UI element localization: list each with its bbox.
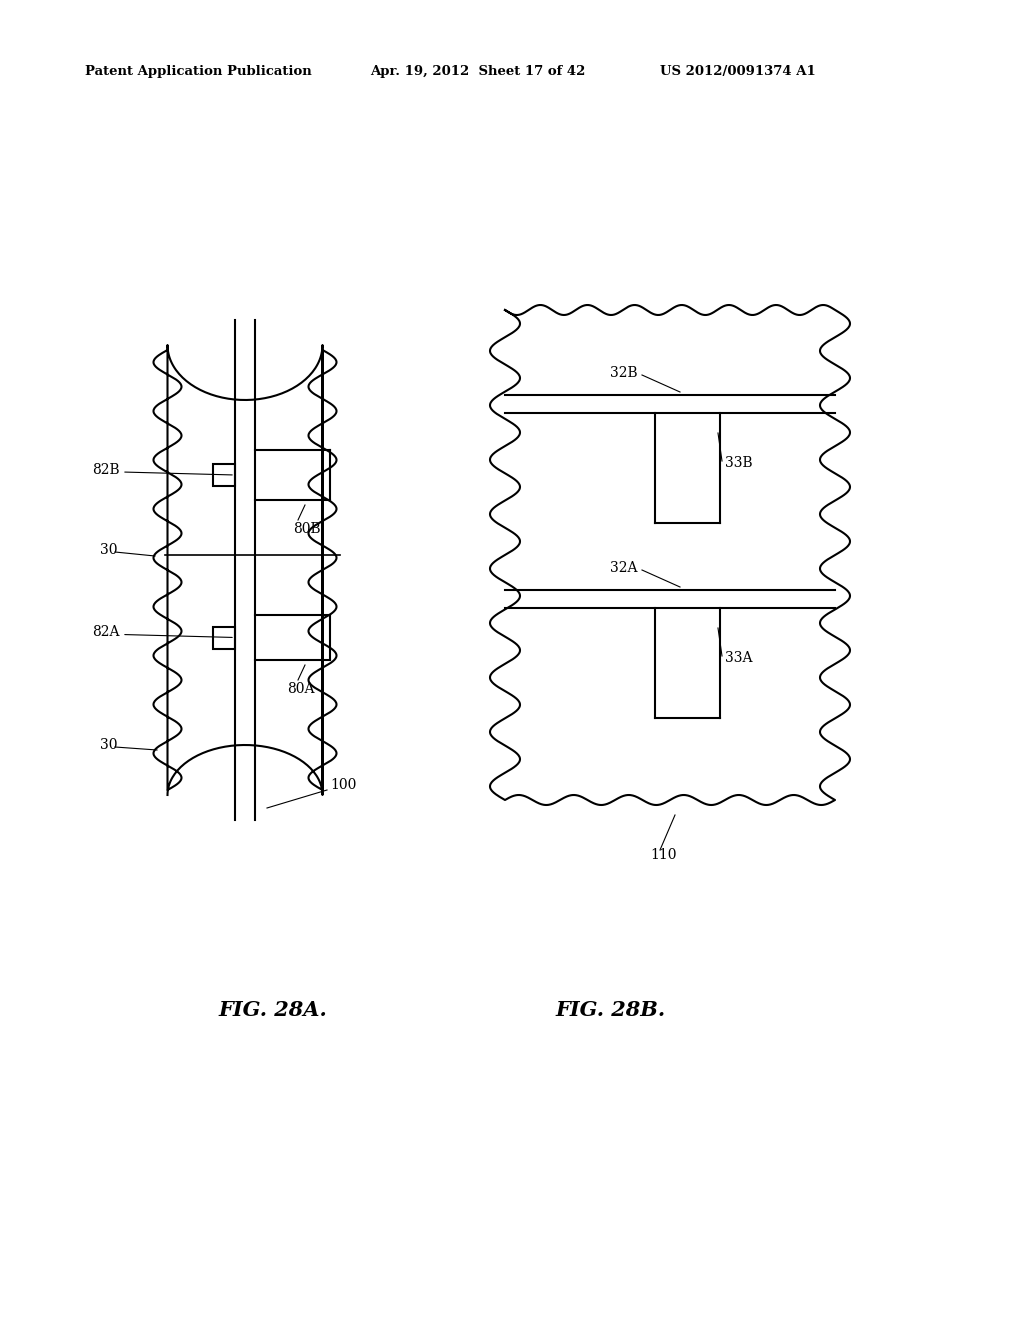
Text: 80B: 80B [293,521,321,536]
Text: Patent Application Publication: Patent Application Publication [85,66,311,78]
Text: 33B: 33B [725,455,753,470]
Bar [213,465,234,486]
Text: Apr. 19, 2012  Sheet 17 of 42: Apr. 19, 2012 Sheet 17 of 42 [370,66,586,78]
Text: 30: 30 [100,738,118,752]
Text: 30: 30 [100,543,118,557]
Text: 100: 100 [330,777,356,792]
Text: 33A: 33A [725,651,753,665]
Text: 82B: 82B [92,463,120,477]
Text: FIG. 28B.: FIG. 28B. [555,1001,666,1020]
Text: 32A: 32A [610,561,638,576]
Text: FIG. 28A.: FIG. 28A. [218,1001,327,1020]
Text: 32B: 32B [610,366,638,380]
Text: 80A: 80A [287,682,314,696]
Text: 110: 110 [650,847,677,862]
Text: 82A: 82A [92,626,120,639]
Text: US 2012/0091374 A1: US 2012/0091374 A1 [660,66,816,78]
Bar [213,627,234,648]
